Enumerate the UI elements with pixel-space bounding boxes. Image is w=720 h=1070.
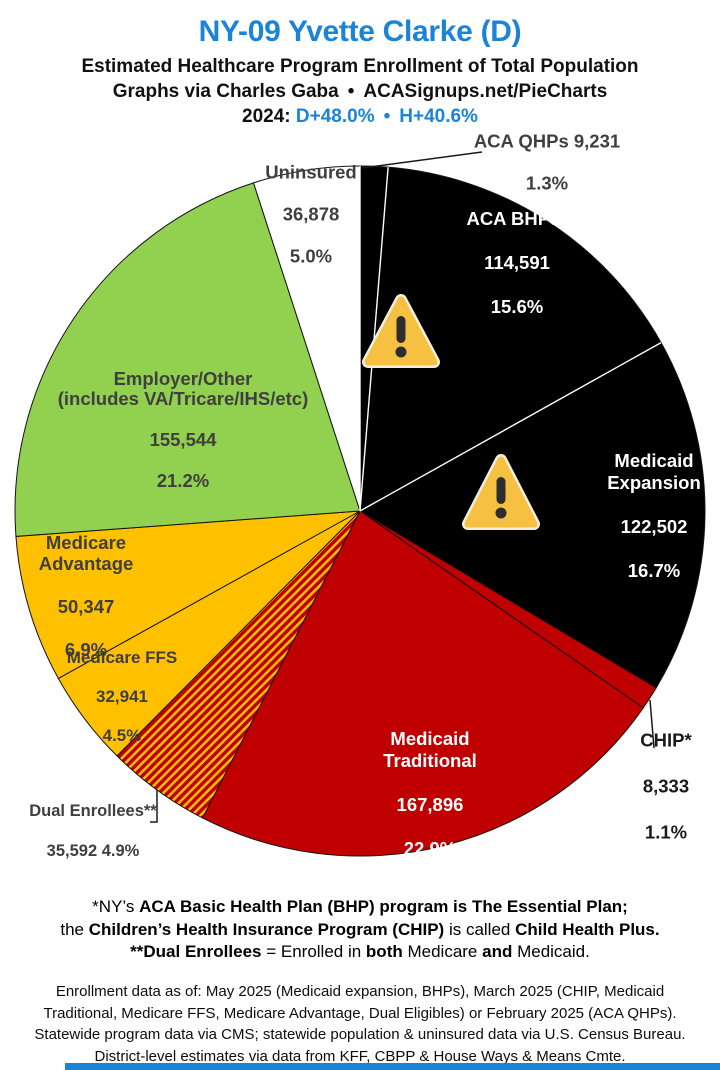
source-line-4: District-level estimates via data from K… bbox=[94, 1047, 626, 1065]
pie-chart bbox=[14, 151, 706, 857]
label-pct: 22.9% bbox=[403, 838, 457, 859]
footnote-line-2: the Children’s Health Insurance Program … bbox=[60, 919, 660, 939]
source-line-3: Statewide program data via CMS; statewid… bbox=[34, 1026, 686, 1043]
label-medicaid-expansion: Medicaid Expansion 122,502 16.7% bbox=[607, 428, 701, 604]
label-value: 32,941 bbox=[95, 686, 148, 706]
label-pct: 6.9% bbox=[64, 639, 108, 660]
label-medicaid-traditional: Medicaid Traditional 167,896 22.9% bbox=[383, 706, 477, 882]
dem-lean-value: D+48.0% bbox=[295, 106, 375, 127]
label-name: Medicaid Expansion bbox=[607, 450, 701, 493]
leader-line-dual-enrollees bbox=[150, 790, 158, 823]
footnote-line-3: **Dual Enrollees = Enrolled in both Medi… bbox=[130, 942, 590, 961]
white-separator-line bbox=[359, 341, 662, 512]
footnote-block: *NY’s ACA Basic Health Plan (BHP) progra… bbox=[0, 896, 720, 964]
warning-triangle-icon bbox=[462, 454, 540, 530]
label-name: Medicaid Traditional bbox=[383, 728, 477, 771]
label-name: Dual Enrollees** bbox=[29, 802, 157, 820]
label-name: CHIP* bbox=[640, 729, 692, 751]
label-pct: 16.7% bbox=[627, 560, 681, 581]
label-aca-qhps: ACA QHPs 9,231 1.3% bbox=[474, 110, 620, 215]
harris-lean-value: H+40.6% bbox=[399, 106, 478, 127]
label-name: ACA BHPs* bbox=[466, 208, 568, 229]
label-chip: CHIP* 8,333 1.1% bbox=[640, 706, 691, 867]
label-pct: 5.0% bbox=[289, 245, 333, 267]
footnote-line-1: *NY’s ACA Basic Health Plan (BHP) progra… bbox=[92, 897, 628, 916]
source-line-1: Enrollment data as of: May 2025 (Medicai… bbox=[55, 983, 665, 1000]
label-value: 122,502 bbox=[620, 516, 688, 537]
label-name: Medicare Advantage bbox=[38, 531, 134, 575]
label-line: 35,592 4.9% bbox=[46, 842, 140, 860]
label-value: 167,896 bbox=[396, 794, 464, 815]
bullet-separator: • bbox=[347, 81, 355, 102]
label-line: ACA QHPs 9,231 bbox=[473, 130, 621, 152]
label-value: 50,347 bbox=[57, 596, 115, 617]
label-employer-other: Employer/Other (includes VA/Tricare/IHS/… bbox=[58, 348, 309, 512]
label-pct: 4.5% bbox=[102, 725, 142, 745]
pie-slice-employer-other bbox=[14, 182, 361, 537]
label-medicare-advantage: Medicare Advantage 50,347 6.9% bbox=[39, 510, 134, 682]
label-dual-enrollees: Dual Enrollees** 35,592 4.9% bbox=[29, 781, 156, 881]
label-uninsured: Uninsured 36,878 5.0% bbox=[265, 141, 356, 288]
label-value: 8,333 bbox=[642, 775, 690, 797]
label-aca-bhps: ACA BHPs* 114,591 15.6% bbox=[466, 186, 567, 340]
bottom-accent-bar bbox=[65, 1063, 720, 1070]
label-pct: 15.6% bbox=[490, 296, 544, 317]
data-source-block: Enrollment data as of: May 2025 (Medicai… bbox=[0, 981, 720, 1067]
pie-slice-aca-bhps bbox=[359, 166, 662, 512]
pie-slice-medicare-advantage bbox=[15, 510, 361, 680]
label-name: Medicare FFS bbox=[66, 647, 178, 667]
credit-site: ACASignups.net/PieCharts bbox=[363, 81, 608, 102]
label-pct: 21.2% bbox=[156, 470, 210, 491]
label-pct: 1.1% bbox=[644, 821, 688, 843]
label-name: Employer/Other (includes VA/Tricare/IHS/… bbox=[57, 367, 309, 409]
page-title: NY-09 Yvette Clarke (D) bbox=[198, 15, 522, 48]
label-value: 36,878 bbox=[282, 203, 340, 225]
label-value: 114,591 bbox=[484, 252, 550, 273]
label-name: Uninsured bbox=[265, 161, 357, 183]
label-pct: 1.3% bbox=[525, 172, 569, 194]
source-line-2: Traditional, Medicare FFS, Medicare Adva… bbox=[43, 1004, 677, 1022]
partisan-lean-line: 2024: D+48.0% • H+40.6% bbox=[0, 106, 720, 127]
label-medicare-ffs: Medicare FFS 32,941 4.5% bbox=[67, 628, 178, 765]
pie-slice-medicaid-traditional bbox=[201, 510, 645, 857]
year-label: 2024: bbox=[242, 106, 291, 127]
credit-author: Graphs via Charles Gaba bbox=[112, 81, 339, 102]
chart-subtitle: Estimated Healthcare Program Enrollment … bbox=[81, 56, 639, 77]
leader-line-aca-qhps bbox=[361, 151, 483, 169]
credit-line: Graphs via Charles Gaba • ACASignups.net/P… bbox=[0, 81, 720, 102]
bullet-separator-2: • bbox=[383, 106, 391, 127]
label-value: 155,544 bbox=[149, 429, 217, 450]
warning-triangle-icon bbox=[362, 294, 440, 368]
leader-line-chip bbox=[649, 699, 655, 749]
